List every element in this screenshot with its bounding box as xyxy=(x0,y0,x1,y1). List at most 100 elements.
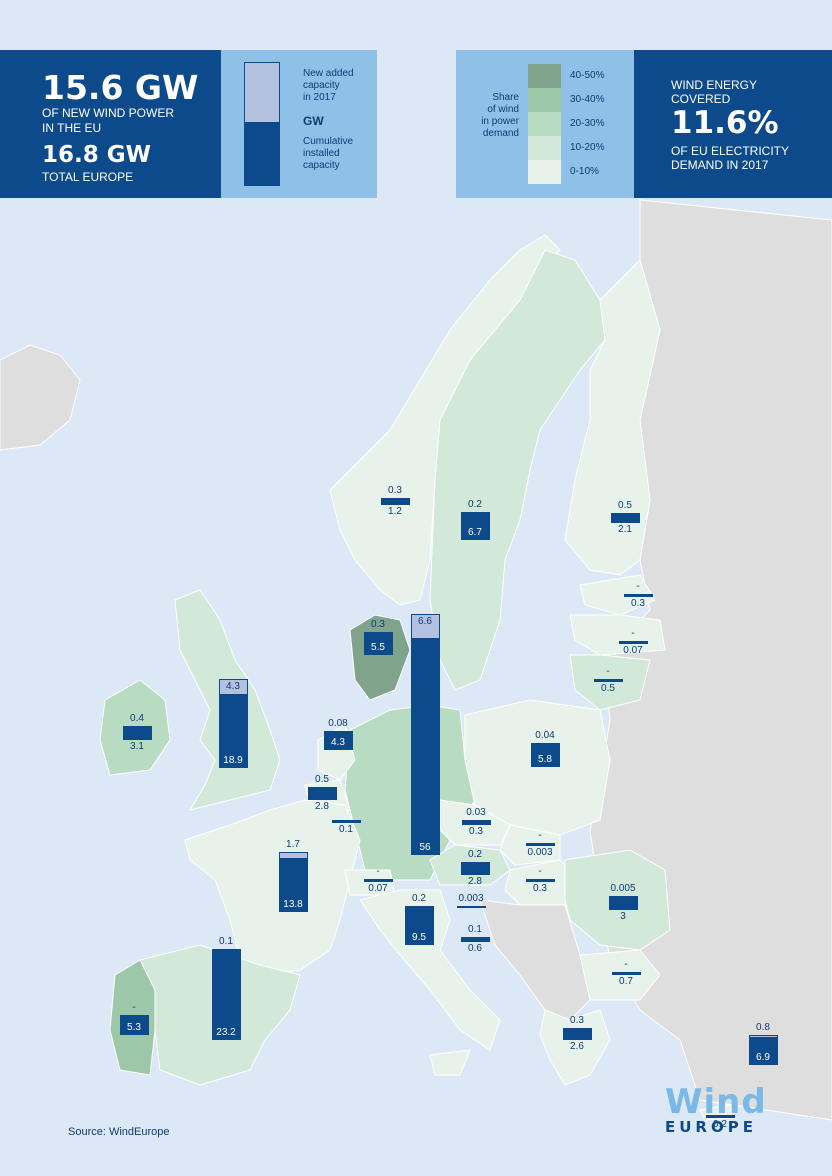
eu-summary-panel: 15.6 GW OF NEW WIND POWER IN THE EU 16.8… xyxy=(0,50,221,198)
label-new-germany: 6.6 xyxy=(418,615,432,627)
share-swatch-label-4: 0-10% xyxy=(570,166,599,177)
bar-new-denmark xyxy=(363,631,393,634)
share-swatch-0 xyxy=(528,64,561,88)
bar-cumulative-italy xyxy=(404,908,434,945)
bar-new-turkey xyxy=(748,1035,778,1039)
share-legend-panel: Share of wind in power demand 40-50% 30-4… xyxy=(456,50,634,198)
land-sweden xyxy=(429,249,606,691)
bar-cumulative-netherlands xyxy=(323,733,353,750)
label-cumulative-portugal: 5.3 xyxy=(127,1022,141,1033)
legend-new-line-1: New added xyxy=(303,68,354,79)
label-cumulative-austria: 2.8 xyxy=(468,876,482,887)
eu-new-caption-2: IN THE EU xyxy=(42,121,102,135)
land-estonia xyxy=(579,574,656,616)
bar-new-germany xyxy=(410,613,440,640)
bar-new-ireland xyxy=(122,726,152,729)
label-cumulative-croatia: 0.6 xyxy=(468,943,482,954)
label-new-belgium: 0.5 xyxy=(315,774,329,786)
label-new-norway: 0.3 xyxy=(388,485,402,497)
label-cumulative-sweden: 6.7 xyxy=(468,527,482,538)
label-cumulative-romania: 3 xyxy=(620,911,626,922)
bar-cumulative-ireland xyxy=(122,728,152,740)
label-cumulative-hungary: 0.3 xyxy=(533,883,547,894)
label-cumulative-netherlands: 4.3 xyxy=(331,737,345,748)
bar-new-france xyxy=(278,852,308,859)
land-greece xyxy=(539,1009,611,1086)
bar-new-netherlands xyxy=(323,731,353,734)
label-new-slovakia: - xyxy=(538,830,542,841)
legend-bar-cum xyxy=(244,123,280,186)
land-finland xyxy=(564,259,661,576)
label-cumulative-luxembourg: 0.1 xyxy=(339,824,353,835)
windeurope-logo: Wind EUROPE xyxy=(665,1082,795,1136)
label-cumulative-czech: 0.3 xyxy=(469,826,483,837)
land-france xyxy=(184,799,361,976)
share-title-4: demand xyxy=(482,128,519,139)
logo-wind-text: Wind xyxy=(665,1082,767,1122)
label-new-italy: 0.2 xyxy=(412,893,426,905)
bar-new-spain xyxy=(211,948,241,951)
label-cumulative-denmark: 5.5 xyxy=(371,642,385,653)
share-title-1: Share xyxy=(492,92,519,103)
land-lithuania xyxy=(569,654,651,711)
bar-new-austria xyxy=(460,862,490,865)
source-text: Source: WindEurope xyxy=(68,1126,170,1138)
bar-new-finland xyxy=(610,512,640,515)
label-cumulative-cyprus: 0.2 xyxy=(713,1119,727,1130)
share-swatch-label-1: 30-40% xyxy=(570,94,605,105)
share-swatch-4 xyxy=(528,160,561,184)
label-new-lithuania: - xyxy=(606,666,610,677)
land-sicily xyxy=(429,1049,471,1076)
bar-new-italy xyxy=(404,906,434,909)
land-italy xyxy=(359,889,501,1051)
legend-bar-new xyxy=(244,62,280,123)
label-new-uk: 4.3 xyxy=(226,680,240,692)
label-cumulative-turkey: 6.9 xyxy=(756,1052,770,1063)
bar-cumulative-cyprus xyxy=(705,1115,735,1118)
label-new-denmark: 0.3 xyxy=(371,618,385,630)
label-new-romania: 0.005 xyxy=(610,883,636,895)
label-cumulative-lithuania: 0.5 xyxy=(601,683,615,694)
bar-cumulative-finland xyxy=(610,514,640,523)
label-cumulative-uk: 18.9 xyxy=(223,755,243,766)
bar-cumulative-greece xyxy=(562,1029,592,1040)
label-new-france: 1.7 xyxy=(286,839,300,851)
bar-cumulative-portugal xyxy=(119,1014,149,1035)
label-cumulative-germany: 56 xyxy=(419,842,431,853)
bar-cumulative-lithuania xyxy=(593,679,623,682)
share-swatch-label-3: 10-20% xyxy=(570,142,605,153)
label-new-finland: 0.5 xyxy=(618,499,632,511)
land-balkans xyxy=(479,899,591,1021)
land-latvia xyxy=(569,614,666,656)
label-new-bulgaria: - xyxy=(624,959,628,970)
bar-cumulative-romania xyxy=(608,898,638,910)
bar-new-belgium xyxy=(307,787,337,790)
bar-cumulative-spain xyxy=(211,950,241,1040)
bar-legend-panel: New added capacity in 2017 GW Cumulative… xyxy=(221,50,377,198)
label-new-estonia: - xyxy=(636,581,640,592)
bar-cumulative-denmark xyxy=(363,633,393,655)
bar-cumulative-croatia xyxy=(460,939,490,942)
bar-new-croatia xyxy=(460,937,490,939)
label-cumulative-estonia: 0.3 xyxy=(631,598,645,609)
label-new-spain: 0.1 xyxy=(219,935,233,947)
share-swatch-label-2: 20-30% xyxy=(570,118,605,129)
label-new-portugal: - xyxy=(132,1001,136,1013)
bar-cumulative-estonia xyxy=(623,594,653,597)
bar-cumulative-czech xyxy=(461,822,491,825)
europe-new-value: 16.8 GW xyxy=(42,142,152,168)
demand-panel: WIND ENERGY COVERED 11.6% OF EU ELECTRIC… xyxy=(634,50,832,198)
demand-caption-4: DEMAND IN 2017 xyxy=(671,158,769,172)
legend-unit: GW xyxy=(303,114,324,128)
share-swatch-label-0: 40-50% xyxy=(570,70,605,81)
label-cumulative-bulgaria: 0.7 xyxy=(619,976,633,987)
label-new-hungary: - xyxy=(538,866,542,877)
label-new-ireland: 0.4 xyxy=(130,713,144,725)
bar-cumulative-luxembourg xyxy=(331,820,361,823)
label-cumulative-france: 13.8 xyxy=(283,899,303,910)
label-new-slovenia: 0.003 xyxy=(458,893,484,904)
bar-cumulative-belgium xyxy=(307,789,337,800)
share-swatch-2 xyxy=(528,112,561,136)
label-new-latvia: - xyxy=(631,628,635,639)
bar-new-romania xyxy=(608,896,638,899)
